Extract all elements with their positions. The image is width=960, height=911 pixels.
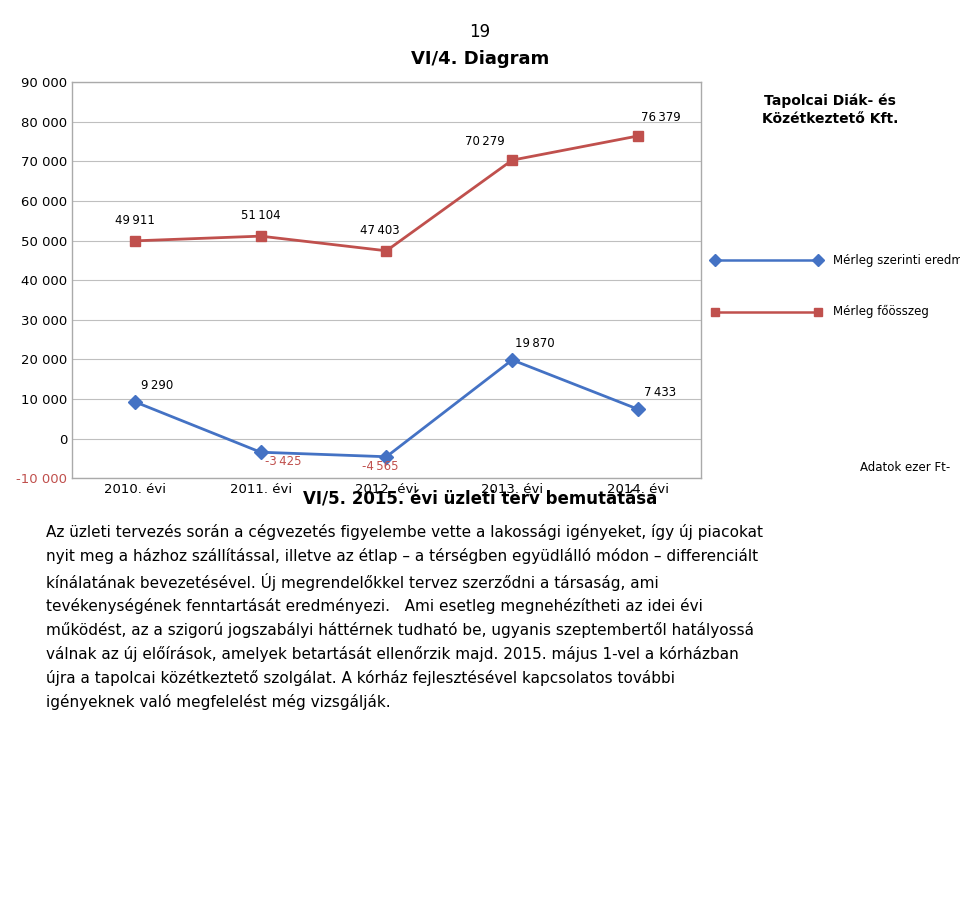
- Text: Adatok ezer Ft-: Adatok ezer Ft-: [860, 461, 950, 475]
- Text: -3 425: -3 425: [265, 456, 301, 468]
- Text: Tapolcai Diák- és
Közétkeztető Kft.: Tapolcai Diák- és Közétkeztető Kft.: [762, 94, 899, 127]
- Text: Az üzleti tervezés során a cégvezetés figyelembe vette a lakossági igényeket, íg: Az üzleti tervezés során a cégvezetés fi…: [46, 524, 763, 710]
- Text: Mérleg szerinti eredmény: Mérleg szerinti eredmény: [832, 254, 960, 267]
- Text: -4 565: -4 565: [362, 459, 398, 473]
- Text: 7 433: 7 433: [644, 386, 677, 399]
- Text: 76 379: 76 379: [640, 111, 681, 124]
- Text: 19: 19: [469, 23, 491, 41]
- Text: 47 403: 47 403: [360, 224, 400, 237]
- Text: 49 911: 49 911: [115, 214, 155, 227]
- Text: Mérleg főösszeg: Mérleg főösszeg: [832, 305, 928, 319]
- Text: 70 279: 70 279: [465, 135, 504, 148]
- Text: VI/5. 2015. évi üzleti terv bemutatása: VI/5. 2015. évi üzleti terv bemutatása: [302, 490, 658, 508]
- Text: 9 290: 9 290: [141, 379, 174, 392]
- Text: VI/4. Diagram: VI/4. Diagram: [411, 50, 549, 68]
- Text: 19 870: 19 870: [515, 337, 555, 350]
- Text: 51 104: 51 104: [241, 210, 280, 222]
